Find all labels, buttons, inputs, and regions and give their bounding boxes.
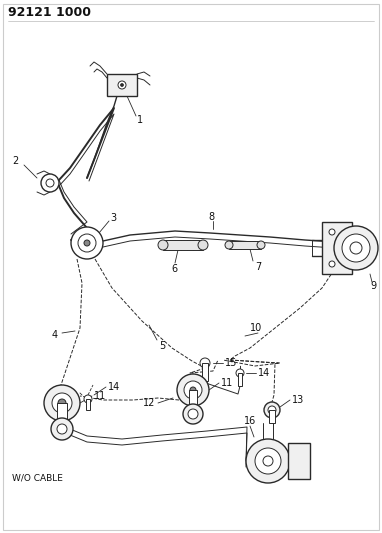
Circle shape xyxy=(246,439,290,483)
Text: 4: 4 xyxy=(52,330,58,340)
Text: 1: 1 xyxy=(137,115,143,125)
Circle shape xyxy=(51,418,73,440)
Text: W/O CABLE: W/O CABLE xyxy=(12,473,63,482)
Circle shape xyxy=(183,404,203,424)
Text: 11: 11 xyxy=(94,391,106,401)
Circle shape xyxy=(236,369,244,377)
Circle shape xyxy=(78,234,96,252)
Bar xyxy=(288,443,310,479)
Circle shape xyxy=(52,393,72,413)
Text: 13: 13 xyxy=(292,395,304,405)
Text: 8: 8 xyxy=(208,212,214,222)
Circle shape xyxy=(257,241,265,249)
Circle shape xyxy=(268,406,276,414)
Bar xyxy=(229,241,261,249)
Circle shape xyxy=(225,241,233,249)
Circle shape xyxy=(350,242,362,254)
Text: 2: 2 xyxy=(12,156,18,166)
Circle shape xyxy=(158,240,168,250)
Text: 9: 9 xyxy=(370,281,376,291)
Circle shape xyxy=(120,84,123,86)
Text: 15: 15 xyxy=(225,358,237,368)
Circle shape xyxy=(190,387,196,393)
Circle shape xyxy=(342,234,370,262)
Text: 14: 14 xyxy=(258,368,270,378)
Circle shape xyxy=(200,358,210,368)
Bar xyxy=(57,403,67,421)
Text: 11: 11 xyxy=(221,378,233,388)
Circle shape xyxy=(46,179,54,187)
Circle shape xyxy=(198,240,208,250)
Circle shape xyxy=(263,456,273,466)
Circle shape xyxy=(329,229,335,235)
Circle shape xyxy=(188,409,198,419)
Circle shape xyxy=(334,226,378,270)
Bar xyxy=(202,363,208,381)
Circle shape xyxy=(58,399,66,407)
Bar xyxy=(269,410,275,423)
Text: 6: 6 xyxy=(171,264,177,274)
Text: 3: 3 xyxy=(110,213,116,223)
Text: 5: 5 xyxy=(159,341,165,351)
Circle shape xyxy=(41,174,59,192)
Circle shape xyxy=(184,381,202,399)
Text: 16: 16 xyxy=(244,416,256,426)
Circle shape xyxy=(329,261,335,267)
Bar xyxy=(163,240,203,250)
Circle shape xyxy=(44,385,80,421)
Text: 14: 14 xyxy=(108,382,120,392)
Circle shape xyxy=(118,81,126,89)
Circle shape xyxy=(177,374,209,406)
Text: 10: 10 xyxy=(250,323,262,333)
Bar xyxy=(86,399,90,410)
Text: 92121 1000: 92121 1000 xyxy=(8,6,91,20)
Circle shape xyxy=(84,240,90,246)
Circle shape xyxy=(84,395,92,403)
Circle shape xyxy=(71,227,103,259)
Bar xyxy=(107,74,137,96)
Circle shape xyxy=(255,448,281,474)
Bar xyxy=(189,390,197,406)
Bar xyxy=(238,373,242,386)
Text: 7: 7 xyxy=(255,262,261,272)
Circle shape xyxy=(57,424,67,434)
Bar xyxy=(322,222,352,274)
Circle shape xyxy=(264,402,280,418)
Text: 12: 12 xyxy=(143,398,155,408)
